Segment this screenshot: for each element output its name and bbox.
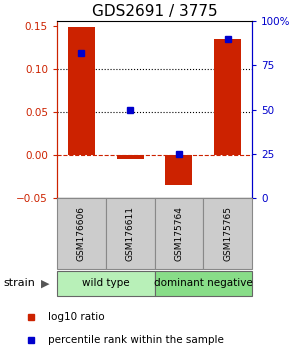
Text: strain: strain — [3, 278, 35, 288]
Bar — [68, 27, 95, 155]
Text: log10 ratio: log10 ratio — [48, 312, 104, 322]
Text: percentile rank within the sample: percentile rank within the sample — [48, 335, 224, 346]
Bar — [203, 198, 252, 269]
Title: GDS2691 / 3775: GDS2691 / 3775 — [92, 4, 217, 19]
Bar — [154, 271, 252, 296]
Bar — [117, 155, 143, 159]
Bar — [154, 198, 203, 269]
Text: dominant negative: dominant negative — [154, 278, 253, 288]
Bar — [214, 39, 241, 155]
Bar — [166, 155, 192, 185]
Bar — [57, 271, 154, 296]
Text: wild type: wild type — [82, 278, 130, 288]
Text: GSM175765: GSM175765 — [223, 206, 232, 261]
Text: ▶: ▶ — [41, 278, 49, 288]
Bar — [57, 198, 106, 269]
Text: GSM176611: GSM176611 — [126, 206, 135, 261]
Bar — [106, 198, 154, 269]
Text: GSM176606: GSM176606 — [77, 206, 86, 261]
Text: GSM175764: GSM175764 — [174, 206, 183, 261]
